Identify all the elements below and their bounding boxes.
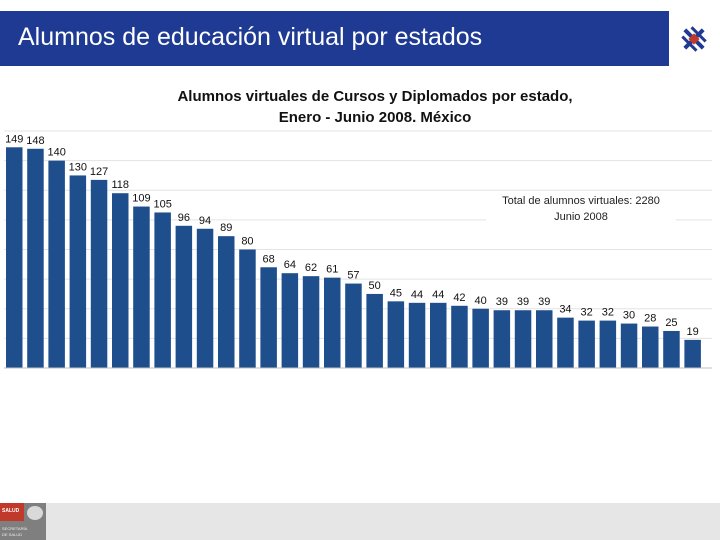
bar-value-label: 39 xyxy=(538,296,550,308)
bar-value-label: 44 xyxy=(432,289,444,301)
bar-value-label: 34 xyxy=(559,304,571,316)
bar-value-label: 94 xyxy=(199,215,211,227)
logo xyxy=(669,11,720,66)
bar-value-label: 32 xyxy=(581,307,593,319)
bar-value-label: 30 xyxy=(623,310,635,322)
chart-title-line2: Enero - Junio 2008. México xyxy=(278,109,472,126)
bar xyxy=(154,212,171,368)
chart-title: Alumnos virtuales de Cursos y Diplomados… xyxy=(130,86,620,128)
bar xyxy=(557,317,574,368)
footer-logo: SALUD SECRETARÍA DE SALUD xyxy=(0,503,46,540)
bar-value-label: 28 xyxy=(644,313,656,325)
bar xyxy=(493,310,511,368)
bar xyxy=(430,302,447,368)
chart-title-line1: Alumnos virtuales de Cursos y Diplomados… xyxy=(177,88,573,105)
bar-value-label: 61 xyxy=(326,264,338,276)
header-bar: Alumnos de educación virtual por estados xyxy=(0,11,669,66)
bar-value-label: 19 xyxy=(687,326,699,338)
bar-value-label: 118 xyxy=(111,179,129,191)
bar-value-label: 62 xyxy=(305,262,317,274)
bar-value-label: 149 xyxy=(5,133,23,145)
bar xyxy=(196,228,214,368)
annotation-total: Total de alumnos virtuales: 2280 xyxy=(502,195,660,207)
bar xyxy=(345,283,362,368)
bar xyxy=(642,326,659,368)
bar xyxy=(260,267,277,368)
bar xyxy=(324,277,341,368)
bar-value-label: 140 xyxy=(47,147,65,159)
bar-value-label: 80 xyxy=(241,236,253,248)
bar xyxy=(281,273,299,368)
bar xyxy=(408,302,426,368)
bar xyxy=(536,310,553,368)
bar xyxy=(239,249,256,368)
bar-value-label: 96 xyxy=(178,212,190,224)
bar xyxy=(514,310,532,368)
bar xyxy=(451,305,468,368)
bar xyxy=(302,276,320,368)
bar xyxy=(27,148,44,368)
bar xyxy=(48,160,65,368)
bar xyxy=(69,175,87,368)
institution-logo-icon xyxy=(681,26,707,52)
bar xyxy=(387,301,405,368)
bar xyxy=(663,330,680,368)
footer-badge-label: SALUD xyxy=(2,508,20,514)
bar xyxy=(90,179,108,368)
bar xyxy=(175,225,193,368)
bar xyxy=(472,308,489,368)
footer-bar: SALUD SECRETARÍA DE SALUD xyxy=(0,503,720,540)
bar xyxy=(684,339,701,368)
bar-value-label: 32 xyxy=(602,307,614,319)
bar-value-label: 50 xyxy=(369,280,381,292)
bar-value-label: 89 xyxy=(220,222,232,234)
bar-value-label: 109 xyxy=(132,193,150,205)
bar-value-label: 105 xyxy=(153,198,171,210)
seal-icon xyxy=(27,506,43,520)
bar-value-label: 39 xyxy=(496,296,508,308)
bar-value-label: 39 xyxy=(517,296,529,308)
footer-logo-accent: SALUD xyxy=(0,503,24,521)
bar-value-label: 40 xyxy=(475,295,487,307)
bar xyxy=(578,320,595,368)
bar-value-label: 130 xyxy=(69,161,87,173)
bar-value-label: 45 xyxy=(390,287,402,299)
bar xyxy=(218,236,235,368)
bar-value-label: 127 xyxy=(90,166,108,178)
bar-value-label: 148 xyxy=(26,135,44,147)
bar xyxy=(620,323,638,368)
bar-value-label: 57 xyxy=(347,270,359,282)
bar-value-label: 42 xyxy=(453,292,465,304)
annotation-date: Junio 2008 xyxy=(554,211,608,223)
bar xyxy=(366,293,383,368)
bar-value-label: 64 xyxy=(284,259,296,271)
bar xyxy=(599,320,617,368)
bar-value-label: 25 xyxy=(665,317,677,329)
bar xyxy=(6,147,23,368)
chart-annotation: Total de alumnos virtuales: 2280 Junio 2… xyxy=(486,193,676,225)
bar-value-label: 68 xyxy=(263,253,275,265)
page-title: Alumnos de educación virtual por estados xyxy=(18,23,483,51)
bar xyxy=(133,206,150,368)
footer-subtitle-2: DE SALUD xyxy=(2,532,23,537)
footer-subtitle-1: SECRETARÍA xyxy=(2,526,28,531)
bar-value-label: 44 xyxy=(411,289,423,301)
bar xyxy=(112,193,129,368)
